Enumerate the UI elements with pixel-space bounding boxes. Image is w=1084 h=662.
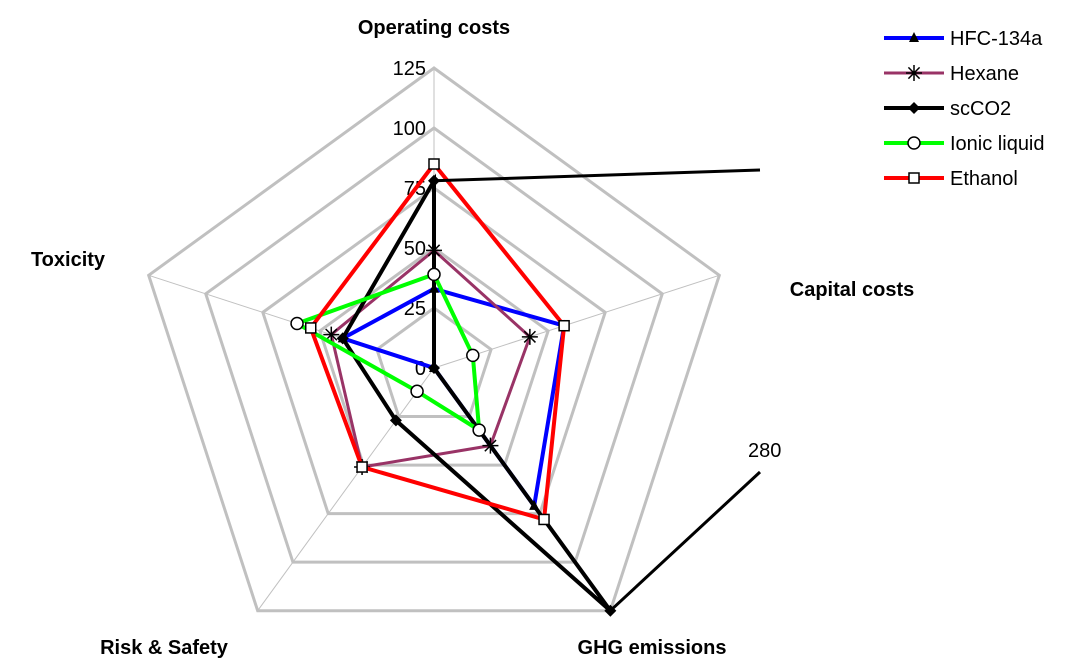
legend-label-scco2: scCO2 — [950, 98, 1011, 120]
grid-ring-125 — [146, 66, 722, 613]
point-scco2-capital-costs — [428, 362, 440, 374]
point-ionic-liquid-ghg-emissions — [472, 423, 486, 437]
series-line-hexane — [329, 248, 532, 469]
callout-line-operating — [433, 168, 761, 183]
point-ionic-liquid-capital-costs — [466, 348, 480, 363]
legend-label-ethanol: Ethanol — [950, 168, 1018, 190]
point-hexane-toxicity — [323, 326, 340, 343]
point-scco2-risk-safety — [389, 414, 402, 427]
axis-title-risk-safety: Risk & Safety — [100, 637, 229, 659]
spoke-risk-safety — [257, 367, 435, 611]
legend-label-ionic-liquid: Ionic liquid — [950, 133, 1045, 155]
series-scco2 — [336, 173, 617, 617]
point-ionic-liquid-toxicity — [290, 316, 304, 331]
axis-title-capital-costs: Capital costs — [790, 279, 914, 301]
series-layer — [290, 158, 762, 617]
tick-label-100: 100 — [393, 118, 426, 140]
point-ethanol-operating-costs — [428, 158, 440, 170]
legend-item-hexane: Hexane — [884, 63, 1019, 85]
point-ethanol-ghg-emissions — [538, 513, 550, 526]
spoke-capital-costs — [433, 274, 720, 369]
series-line-scco2 — [340, 173, 612, 613]
legend-marker-ethanol — [908, 172, 920, 184]
series-line-ethanol — [308, 160, 567, 523]
point-hexane-capital-costs — [521, 328, 538, 345]
legend-label-hfc-134a: HFC-134a — [950, 28, 1043, 50]
point-ionic-liquid-operating-costs — [427, 267, 441, 282]
legend-item-hfc-134a: HFC-134a — [884, 28, 1043, 50]
axis-title-ghg-emissions: GHG emissions — [578, 637, 727, 659]
legend-item-scco2: scCO2 — [884, 98, 1011, 120]
legend: HFC-134a Hexane scCO2 Ionic liquid Ethanol — [884, 28, 1045, 190]
axis-title-operating-costs: Operating costs — [358, 17, 510, 39]
series-ethanol — [304, 158, 570, 526]
point-ethanol-capital-costs — [558, 319, 570, 332]
tick-label-125: 125 — [393, 58, 426, 80]
tick-label-50: 50 — [404, 238, 426, 260]
annotation-280: 280 — [748, 440, 781, 462]
point-scco2-toxicity — [336, 332, 349, 345]
tick-label-0: 0 — [415, 358, 426, 380]
legend-marker-hfc-134a — [909, 32, 919, 42]
grid-ring-100 — [203, 126, 665, 564]
legend-marker-ionic-liquid — [907, 136, 921, 150]
point-ethanol-risk-safety — [356, 461, 368, 473]
legend-item-ethanol: Ethanol — [884, 168, 1018, 190]
legend-label-hexane: Hexane — [950, 63, 1019, 85]
legend-item-ionic-liquid: Ionic liquid — [884, 133, 1045, 155]
grid-ring-75 — [261, 186, 607, 516]
point-ethanol-toxicity — [304, 322, 317, 334]
callout-line-ghg — [609, 470, 762, 612]
grid-ring-25 — [375, 306, 493, 419]
legend-marker-scco2 — [908, 102, 920, 114]
point-ionic-liquid-risk-safety — [410, 384, 424, 399]
legend-marker-hexane — [906, 65, 922, 81]
axis-title-toxicity: Toxicity — [31, 249, 106, 271]
